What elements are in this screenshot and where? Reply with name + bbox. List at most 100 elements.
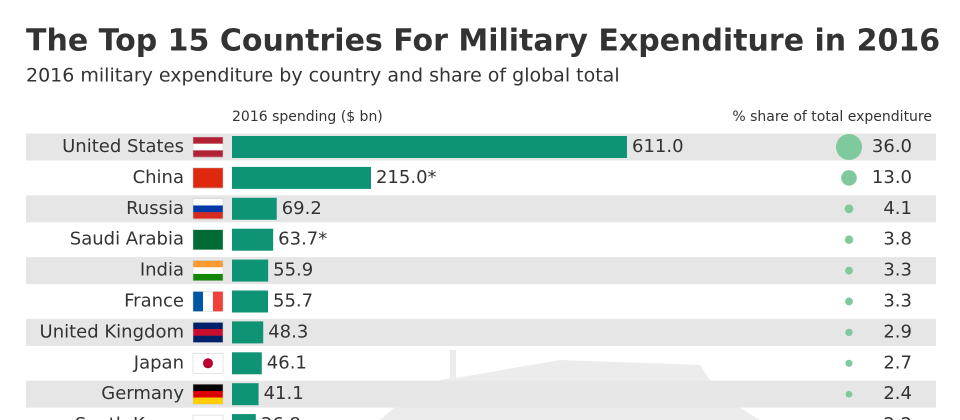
- chart-title: The Top 15 Countries For Military Expend…: [26, 24, 940, 59]
- flag: [192, 167, 224, 189]
- country-label: United States: [62, 136, 184, 157]
- share-circle: [845, 359, 853, 367]
- share-circle: [845, 297, 853, 306]
- country-label: Germany: [101, 383, 184, 404]
- flag-part: [193, 353, 223, 361]
- flag-part: [193, 150, 223, 158]
- flag-part: [193, 205, 223, 213]
- row-stripe: [26, 257, 936, 285]
- country-label: Japan: [133, 352, 184, 373]
- flag-part: [193, 322, 223, 330]
- value-label: 611.0: [632, 136, 684, 157]
- column-header: 2016 spending ($ bn): [232, 109, 383, 125]
- flag: [192, 136, 224, 158]
- flag-part: [193, 143, 223, 151]
- flag-part: [193, 174, 223, 182]
- flag-part: [193, 397, 223, 405]
- share-label: 36.0: [872, 136, 912, 157]
- share-label: 2.2: [883, 414, 912, 420]
- chart-subtitle: 2016 military expenditure by country and…: [26, 65, 620, 87]
- country-label: Russia: [126, 198, 184, 219]
- flag-border: [192, 414, 224, 420]
- share-label: 3.3: [883, 291, 912, 312]
- flag-part: [193, 366, 223, 374]
- share-circle: [844, 204, 854, 214]
- flag-border: [192, 229, 224, 250]
- flag-part: [193, 384, 223, 392]
- row-stripe: [26, 318, 936, 346]
- value-label: 48.3: [268, 321, 308, 342]
- flag-part: [193, 229, 223, 237]
- flag-part: [193, 415, 223, 420]
- flag-part: [193, 198, 223, 206]
- value-label: 41.1: [264, 383, 304, 404]
- bar: [232, 290, 269, 313]
- value-label: 46.1: [267, 352, 307, 373]
- bar: [232, 321, 264, 344]
- share-label: 2.9: [883, 321, 912, 342]
- share-circle: [844, 235, 854, 244]
- flag-part: [193, 212, 223, 220]
- flag-part: [193, 390, 223, 398]
- flag-border: [192, 322, 224, 343]
- country-label: China: [133, 167, 184, 188]
- value-label: 55.9: [273, 260, 313, 281]
- share-circle: [845, 390, 853, 398]
- bar: [232, 166, 371, 189]
- bar: [232, 197, 277, 220]
- flag: [192, 260, 224, 281]
- value-label: 215.0*: [376, 167, 437, 188]
- bar: [232, 414, 256, 420]
- bar: [232, 259, 269, 282]
- flag-part: [193, 260, 223, 268]
- column-header: % share of total expenditure: [732, 109, 932, 125]
- flag-part: [193, 243, 223, 250]
- share-circle: [845, 328, 853, 337]
- value-label: 69.2: [282, 198, 322, 219]
- flag-part: [193, 273, 223, 281]
- flag-border: [192, 167, 224, 189]
- flag: [192, 322, 224, 343]
- flag: [192, 414, 224, 420]
- share-circle: [835, 133, 863, 161]
- country-label: United Kingdom: [40, 321, 184, 342]
- flag-part: [193, 291, 203, 312]
- share-label: 3.8: [883, 229, 912, 250]
- share-circle: [845, 266, 853, 275]
- value-label: 55.7: [273, 291, 313, 312]
- flag: [192, 353, 224, 374]
- bar: [232, 228, 274, 251]
- share-label: 2.4: [883, 383, 912, 404]
- bar: [232, 383, 259, 406]
- country-label: India: [140, 260, 184, 281]
- flag: [192, 229, 224, 250]
- row-stripe: [26, 380, 936, 408]
- row-stripe: [26, 195, 936, 223]
- flag-part: [193, 267, 223, 275]
- bar: [232, 136, 627, 158]
- share-label: 3.3: [883, 260, 912, 281]
- flag-border: [192, 136, 224, 158]
- country-label: South Korea: [75, 414, 184, 420]
- flag-part: [193, 137, 223, 144]
- share-label: 4.1: [883, 198, 912, 219]
- flag-border: [192, 383, 224, 405]
- share-label: 2.7: [883, 352, 912, 373]
- value-label: 36.8: [261, 414, 301, 420]
- flag-border: [192, 291, 224, 312]
- share-label: 13.0: [872, 167, 912, 188]
- flag-part: [193, 236, 223, 244]
- bar: [232, 352, 262, 375]
- value-label: 63.7*: [278, 229, 327, 250]
- flag-part: [213, 291, 223, 312]
- country-label: Saudi Arabia: [70, 229, 184, 250]
- flag-part: [193, 335, 223, 343]
- flag-border: [192, 353, 224, 374]
- flag: [192, 291, 224, 312]
- flag: [192, 383, 224, 405]
- flag-part: [203, 358, 213, 369]
- flag-part: [203, 291, 213, 312]
- flag-part: [193, 329, 223, 337]
- country-label: France: [124, 291, 184, 312]
